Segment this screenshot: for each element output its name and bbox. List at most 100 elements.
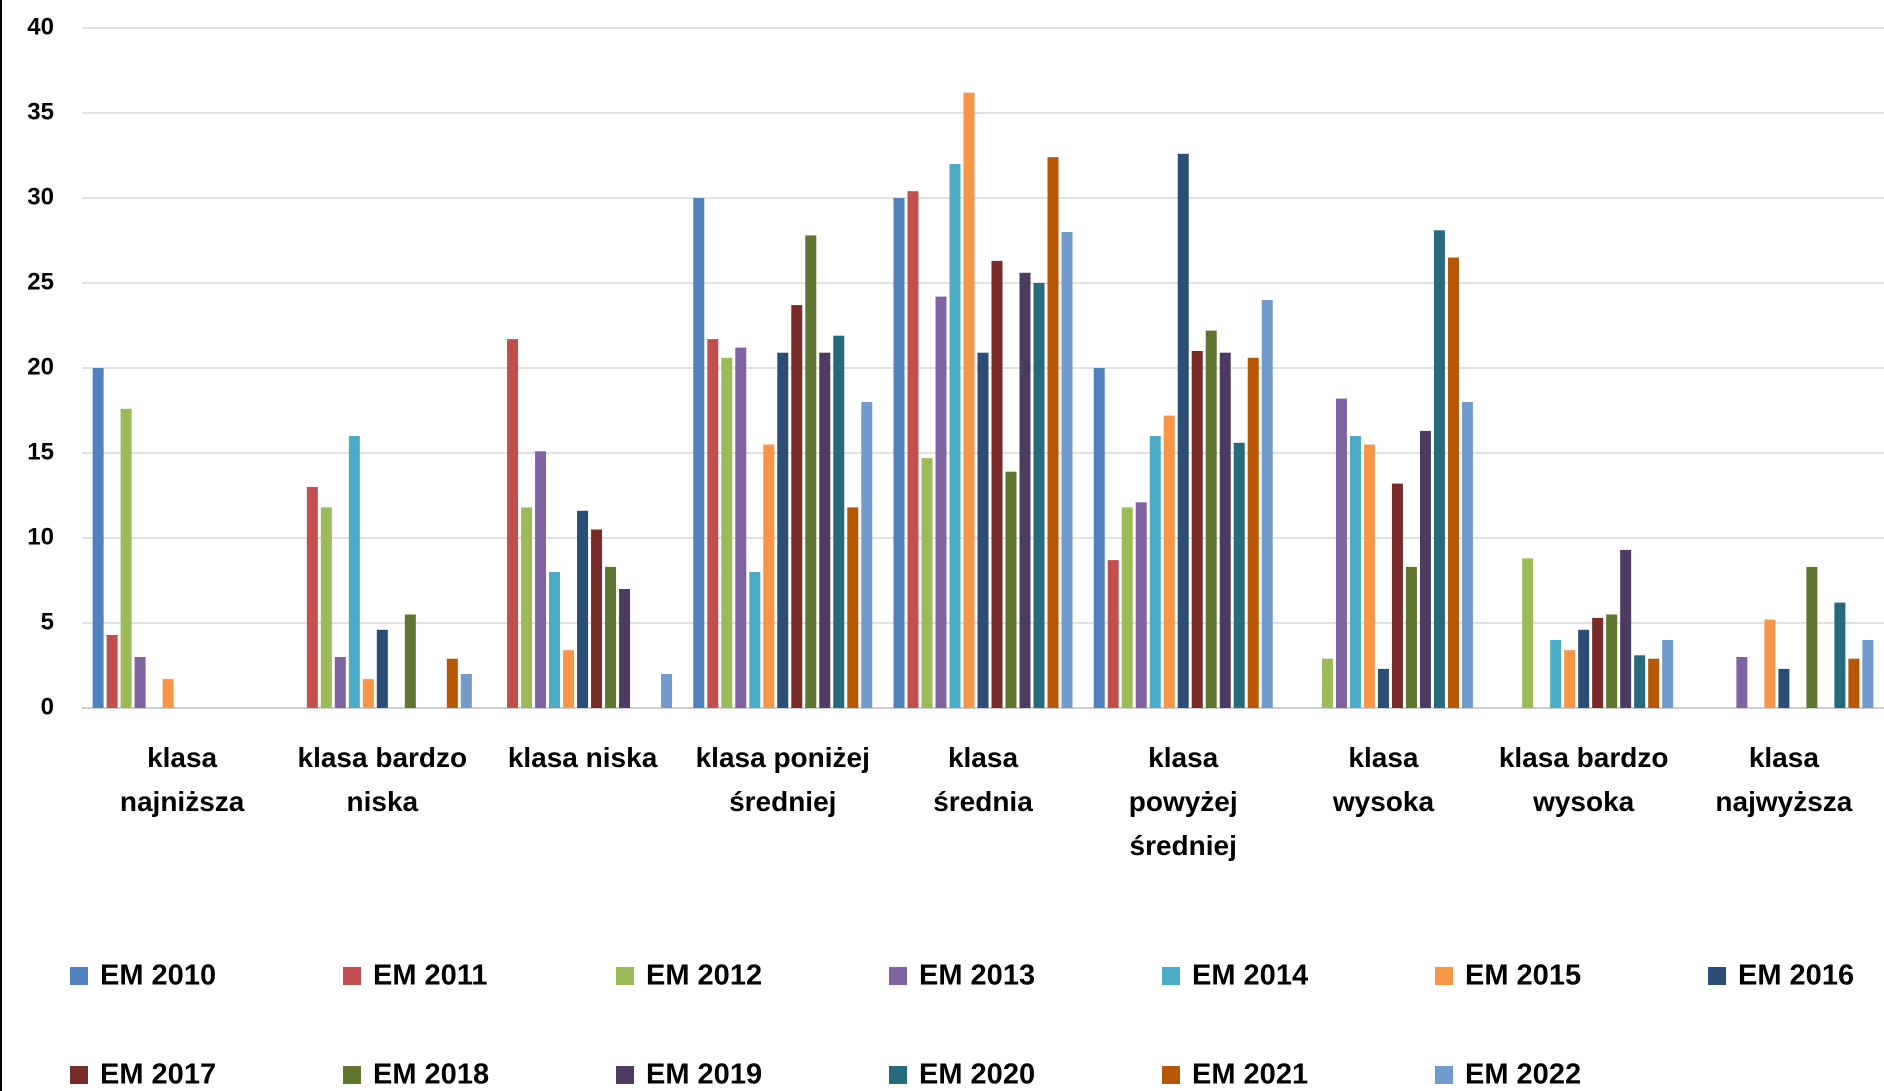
bar xyxy=(693,198,705,708)
bar xyxy=(935,296,947,708)
legend-swatch xyxy=(343,1066,361,1084)
bar xyxy=(591,529,603,708)
bar xyxy=(1778,668,1790,708)
bar xyxy=(1648,658,1660,708)
legend-swatch xyxy=(70,1066,88,1084)
bar xyxy=(1177,153,1189,709)
bar xyxy=(334,657,346,708)
bar xyxy=(1405,566,1417,708)
y-tick-label: 0 xyxy=(41,693,54,720)
y-tick-label: 15 xyxy=(27,438,54,465)
bar xyxy=(1149,436,1161,708)
bar xyxy=(1620,549,1632,708)
y-tick-label: 35 xyxy=(27,98,54,125)
bar xyxy=(306,487,318,708)
bar xyxy=(1550,640,1562,708)
bar xyxy=(1163,415,1175,708)
y-tick-label: 40 xyxy=(27,13,54,40)
bar xyxy=(949,164,961,708)
x-tick-label: klasa bardzo niska xyxy=(297,742,468,817)
bar xyxy=(320,507,332,708)
legend-swatch xyxy=(616,967,634,985)
legend-label: EM 2016 xyxy=(1738,960,1854,992)
legend-swatch xyxy=(889,967,907,985)
bar xyxy=(535,451,547,708)
bar xyxy=(1093,368,1105,708)
bar xyxy=(847,507,859,708)
legend-label: EM 2017 xyxy=(100,1059,216,1091)
bar xyxy=(1107,560,1119,708)
bar xyxy=(1219,352,1231,708)
bar xyxy=(106,634,118,708)
y-tick-label: 10 xyxy=(27,523,54,550)
bar xyxy=(1019,272,1031,708)
y-tick-label: 20 xyxy=(27,353,54,380)
bar xyxy=(1349,436,1361,708)
bar xyxy=(893,198,905,708)
bar xyxy=(1862,640,1874,708)
bar xyxy=(805,235,817,708)
bar xyxy=(1806,566,1818,708)
bar xyxy=(791,305,803,708)
bar xyxy=(749,572,761,708)
bar xyxy=(833,335,845,708)
bar xyxy=(446,658,458,708)
bar xyxy=(1033,283,1045,708)
bar xyxy=(707,339,719,708)
y-tick-label: 30 xyxy=(27,183,54,210)
legend-swatch xyxy=(1162,1066,1180,1084)
bar xyxy=(1363,444,1375,708)
legend-label: EM 2018 xyxy=(373,1059,489,1091)
bar xyxy=(777,352,789,708)
x-tick-label: klasa wysoka xyxy=(1332,742,1435,817)
bar xyxy=(348,436,360,708)
legend-swatch xyxy=(70,967,88,985)
bar xyxy=(1391,483,1403,708)
bar xyxy=(1247,357,1259,708)
bar xyxy=(1261,300,1273,708)
legend-label: EM 2022 xyxy=(1465,1059,1581,1091)
bar xyxy=(991,260,1003,708)
bar xyxy=(721,357,733,708)
bar xyxy=(1592,617,1604,708)
bar xyxy=(1191,351,1203,708)
bar xyxy=(1764,619,1776,708)
bar xyxy=(1662,640,1674,708)
bar xyxy=(1419,430,1431,708)
legend-swatch xyxy=(1162,967,1180,985)
bar xyxy=(563,650,575,708)
bar xyxy=(362,679,374,708)
x-tick-label: klasa najwyższa xyxy=(1715,742,1853,817)
bar xyxy=(1433,230,1445,709)
bar xyxy=(521,507,533,708)
legend-label: EM 2014 xyxy=(1192,960,1308,992)
bar xyxy=(376,629,388,708)
bar xyxy=(577,510,589,708)
bar xyxy=(460,674,472,708)
bar xyxy=(1121,507,1133,708)
x-tick-label: klasa powyżej średniej xyxy=(1128,742,1238,861)
x-tick-label: klasa poniżej średniej xyxy=(695,742,870,817)
bar xyxy=(1233,442,1245,708)
legend-swatch xyxy=(343,967,361,985)
legend-label: EM 2015 xyxy=(1465,960,1581,992)
bar xyxy=(921,458,933,708)
bar xyxy=(661,674,673,708)
bar xyxy=(861,402,873,708)
legend-swatch xyxy=(1708,967,1726,985)
x-tick-label: klasa niska xyxy=(507,742,658,773)
bar xyxy=(1461,402,1473,708)
bar xyxy=(1377,668,1389,708)
bar xyxy=(120,408,132,708)
bar xyxy=(963,92,975,709)
bar xyxy=(735,347,747,708)
x-tick-label: klasa bardzo wysoka xyxy=(1498,742,1669,817)
bar xyxy=(1634,655,1646,708)
bar xyxy=(1736,657,1748,708)
bar xyxy=(1606,614,1618,708)
bar xyxy=(1005,471,1017,708)
bar xyxy=(1135,502,1147,708)
bar xyxy=(1335,398,1347,708)
